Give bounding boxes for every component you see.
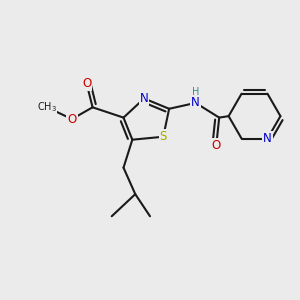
Text: CH$_3$: CH$_3$ xyxy=(37,100,57,114)
Text: S: S xyxy=(160,130,167,143)
Text: O: O xyxy=(67,112,76,126)
Text: O: O xyxy=(212,139,221,152)
Text: N: N xyxy=(263,132,272,145)
Text: H: H xyxy=(192,87,199,97)
Text: N: N xyxy=(191,96,200,110)
Text: N: N xyxy=(140,92,148,105)
Text: O: O xyxy=(82,77,91,90)
